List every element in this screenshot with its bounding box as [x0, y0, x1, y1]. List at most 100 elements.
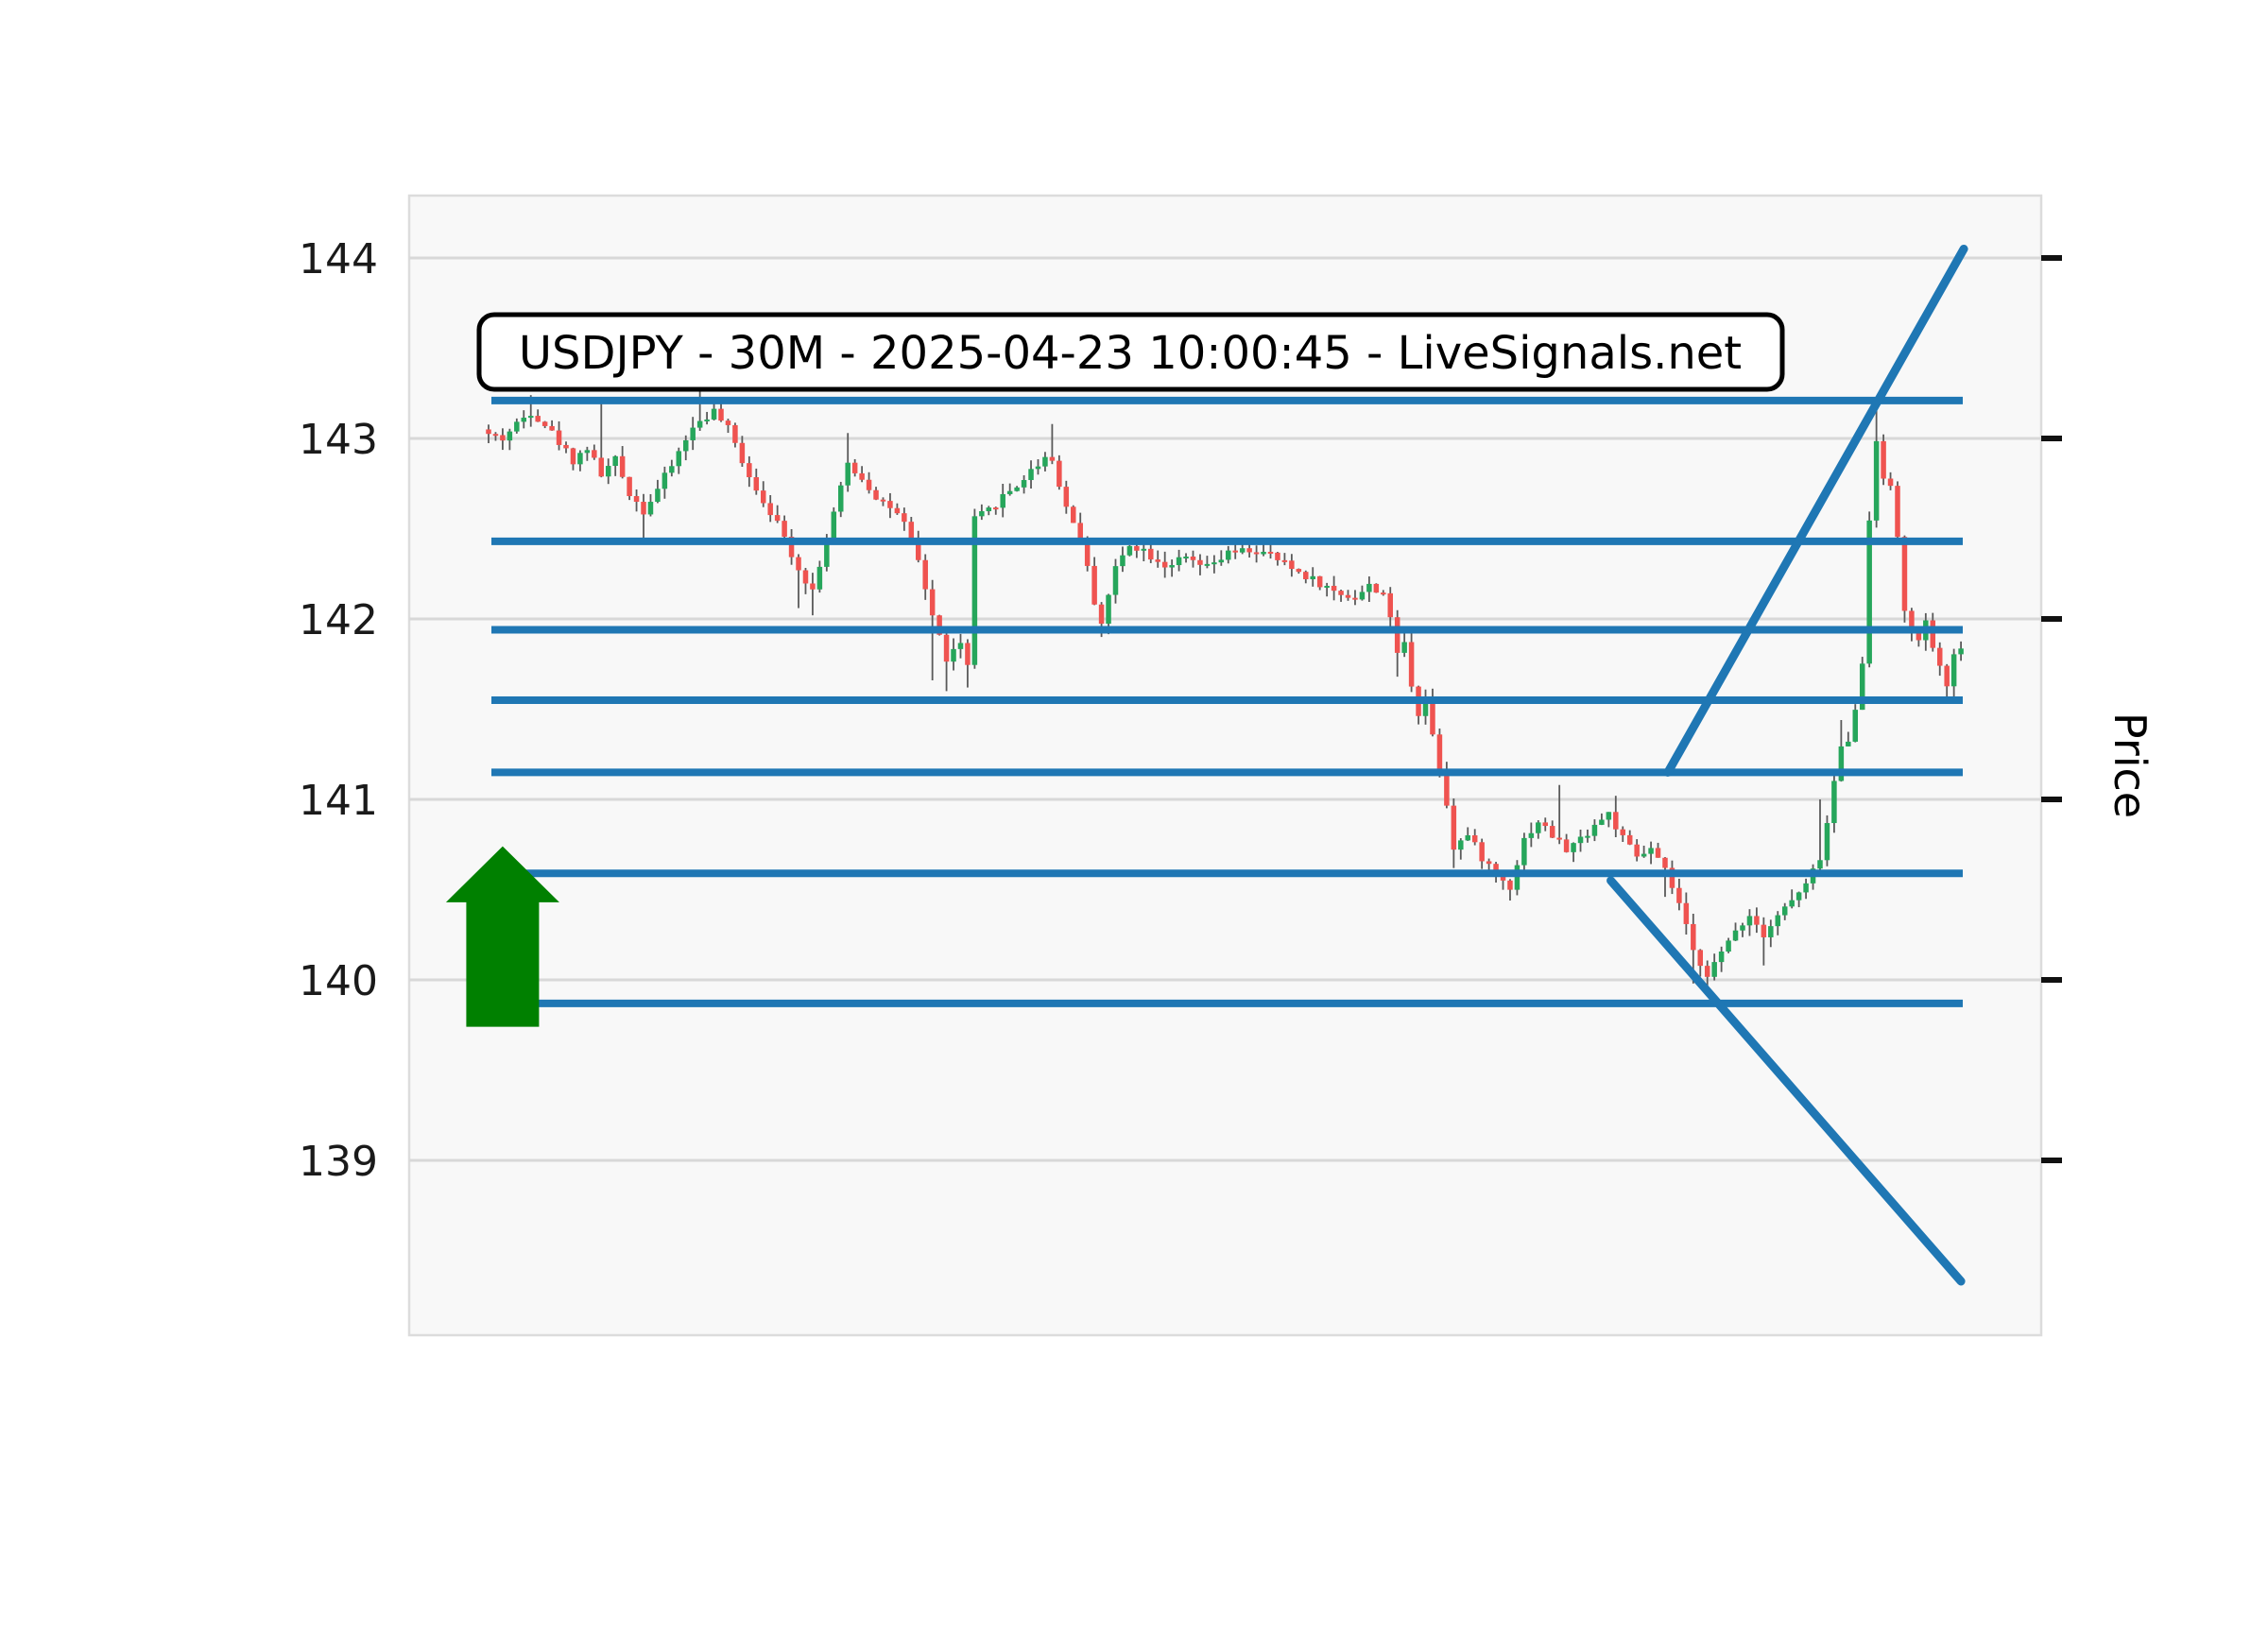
candle-body — [1436, 734, 1443, 771]
candle-body — [943, 634, 950, 662]
y-axis-tick-label: 139 — [299, 1138, 378, 1186]
candle-body — [922, 559, 928, 590]
candle-body — [747, 463, 752, 477]
candle-body — [1648, 848, 1654, 854]
candle-body — [1126, 545, 1133, 556]
candle-body — [1176, 557, 1182, 566]
candle-body — [1281, 559, 1288, 562]
candle-body — [1091, 565, 1097, 605]
candle-body — [1014, 487, 1020, 491]
price-axis-label-group: Price — [2105, 712, 2156, 818]
candle-body — [1006, 490, 1013, 494]
candle-body — [605, 466, 611, 477]
candle-body — [1226, 550, 1231, 560]
candle-body — [592, 450, 597, 458]
candle-body — [570, 448, 576, 465]
candle-body — [1613, 812, 1619, 830]
candle-body — [1704, 966, 1710, 977]
candle-body — [1310, 575, 1315, 580]
candle-body — [993, 507, 999, 510]
candle-body — [802, 570, 809, 584]
candle-body — [902, 513, 907, 523]
chart-title-box: USDJPY - 30M - 2025-04-23 10:00:45 - Liv… — [476, 312, 1785, 392]
candle-body — [1936, 647, 1943, 666]
candle-body — [788, 537, 795, 558]
candle-body — [1057, 460, 1062, 488]
candle-body — [514, 421, 520, 432]
candle-body — [1486, 861, 1492, 865]
candle-body — [1669, 867, 1675, 888]
candle-body — [1000, 493, 1005, 508]
candle-body — [1211, 562, 1217, 565]
candle-body — [760, 490, 766, 504]
candle-body — [1106, 594, 1111, 625]
candle-body — [1324, 585, 1330, 588]
candle-body — [1408, 642, 1415, 687]
candle-body — [816, 566, 823, 590]
candle-body — [1366, 583, 1372, 592]
candle-body — [1451, 805, 1457, 850]
buy-arrow-annotation — [445, 846, 559, 1027]
candle-body — [1585, 835, 1590, 838]
candle-body — [1817, 860, 1823, 869]
candle-body — [1077, 523, 1083, 541]
candle-body — [1296, 569, 1302, 573]
candle-body — [1901, 537, 1908, 611]
candle-body — [1768, 926, 1774, 937]
candle-body — [1063, 487, 1070, 507]
candle-body — [1571, 843, 1576, 852]
candle-body — [1916, 631, 1922, 641]
candle-body — [682, 439, 689, 452]
candle-body — [527, 416, 534, 419]
candle-body — [535, 416, 541, 422]
candle-body — [556, 430, 562, 445]
candle-body — [845, 462, 850, 486]
candle-body — [851, 462, 858, 473]
candle-body — [696, 420, 703, 428]
chart-title: USDJPY - 30M - 2025-04-23 10:00:45 - Liv… — [519, 327, 1742, 380]
candle-body — [1197, 559, 1203, 565]
candle-body — [1676, 887, 1682, 903]
candle-body — [1789, 900, 1795, 907]
candle-body — [690, 427, 696, 440]
candle-body — [1246, 548, 1252, 553]
candle-body — [1345, 594, 1351, 598]
candle-body — [725, 420, 731, 425]
candle-body — [1556, 837, 1562, 840]
candle-body — [1691, 923, 1696, 951]
candle-body — [1394, 617, 1400, 653]
candle-body — [1634, 844, 1640, 857]
candle-body — [1549, 826, 1555, 838]
candle-body — [1859, 663, 1865, 711]
candle-body — [1641, 853, 1647, 857]
candle-body — [1950, 654, 1957, 687]
candle-body — [810, 583, 816, 590]
candle-body — [1507, 880, 1513, 890]
candle-body — [1944, 665, 1950, 687]
candle-body — [1071, 506, 1076, 523]
candle-body — [916, 540, 921, 560]
candle-body — [1958, 648, 1964, 655]
candle-body — [1831, 781, 1837, 824]
candle-body — [1620, 829, 1626, 835]
candle-body — [1711, 962, 1717, 977]
candle-body — [1331, 585, 1337, 592]
candle-body — [563, 444, 569, 449]
candle-body — [1183, 557, 1189, 559]
candle-body — [1563, 839, 1570, 852]
candle-body — [1161, 561, 1168, 568]
candle-body — [732, 424, 738, 443]
candle-body — [1746, 916, 1753, 926]
candle-body — [1909, 610, 1915, 632]
candle-body — [951, 648, 956, 662]
candle-body — [1190, 557, 1196, 560]
candle-body — [549, 425, 555, 431]
candle-body — [633, 496, 640, 503]
candle-body — [1852, 710, 1859, 742]
candles — [486, 391, 1964, 989]
candle-body — [1112, 566, 1119, 595]
candle-body — [1683, 902, 1690, 924]
candle-body — [753, 476, 760, 491]
candle-body — [1521, 837, 1527, 866]
